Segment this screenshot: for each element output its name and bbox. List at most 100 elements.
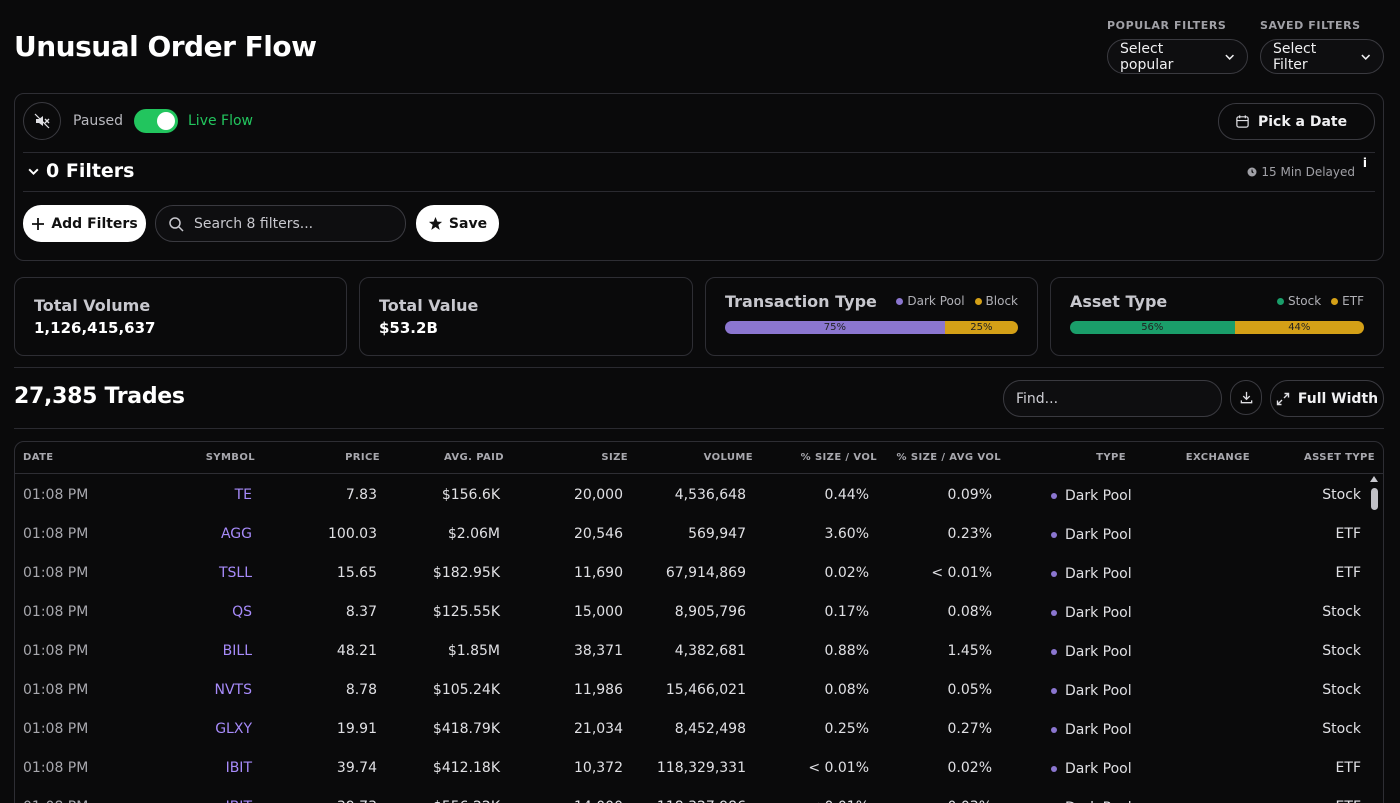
cell-symbol[interactable]: NVTS bbox=[214, 682, 253, 698]
expand-icon bbox=[1276, 392, 1290, 405]
search-icon bbox=[169, 216, 184, 232]
column-header-symbol[interactable]: SYMBOL bbox=[205, 452, 255, 463]
pick-date-button[interactable]: Pick a Date bbox=[1218, 103, 1375, 140]
legend-dot bbox=[896, 297, 904, 305]
live-flow-toggle[interactable] bbox=[134, 109, 178, 133]
filters-toggle[interactable]: 0 Filters bbox=[27, 160, 135, 182]
cell-pct-size-avg-vol: 0.09% bbox=[947, 487, 992, 503]
saved-filters: SAVED FILTERS Select Filter bbox=[1260, 19, 1384, 74]
column-header-pct-size-avg-vol[interactable]: % SIZE / AVG VOL bbox=[896, 452, 1001, 463]
star-icon bbox=[428, 216, 442, 230]
dark-pool-dot bbox=[1051, 649, 1057, 655]
legend-dot bbox=[1276, 297, 1284, 305]
plus-icon bbox=[32, 217, 45, 230]
cell-avg-paid: $412.18K bbox=[432, 760, 500, 776]
column-header-exchange[interactable]: EXCHANGE bbox=[1185, 452, 1250, 463]
download-button[interactable] bbox=[1230, 380, 1262, 415]
table-row[interactable]: 01:08 PM QS 8.37 $125.55K 15,000 8,905,796 0.1… bbox=[15, 592, 1383, 631]
cell-type: Dark Pool bbox=[1051, 488, 1132, 504]
cell-size: 10,372 bbox=[574, 760, 623, 776]
cell-type: Dark Pool bbox=[1051, 605, 1132, 621]
table-row[interactable]: 01:08 PM GLXY 19.91 $418.79K 21,034 8,452,498… bbox=[15, 709, 1383, 748]
column-header-date[interactable]: DATE bbox=[23, 452, 54, 463]
cell-pct-size-avg-vol: 0.08% bbox=[947, 604, 992, 620]
cell-symbol[interactable]: IBIT bbox=[226, 799, 252, 803]
table-row[interactable]: 01:08 PM NVTS 8.78 $105.24K 11,986 15,466,021… bbox=[15, 670, 1383, 709]
bar-segment: 44% bbox=[1234, 321, 1364, 334]
cell-symbol[interactable]: TSLL bbox=[218, 565, 252, 581]
table-row[interactable]: 01:08 PM BILL 48.21 $1.85M 38,371 4,382,681 0.… bbox=[15, 631, 1383, 670]
cell-price: 100.03 bbox=[328, 526, 377, 542]
divider bbox=[23, 152, 1375, 153]
info-icon[interactable]: i bbox=[1362, 156, 1367, 170]
toggle-knob bbox=[157, 112, 175, 130]
scrollbar-thumb[interactable] bbox=[1371, 488, 1378, 510]
column-header-pct-size-vol[interactable]: % SIZE / VOL bbox=[800, 452, 877, 463]
cell-symbol[interactable]: QS bbox=[232, 604, 252, 620]
mute-button[interactable] bbox=[23, 102, 61, 140]
cell-avg-paid: $125.55K bbox=[432, 604, 500, 620]
cell-symbol[interactable]: AGG bbox=[220, 526, 252, 542]
full-width-button[interactable]: Full Width bbox=[1270, 380, 1384, 417]
find-box bbox=[1003, 380, 1222, 417]
filter-search-box bbox=[155, 205, 406, 242]
column-header-avg-paid[interactable]: AVG. PAID bbox=[443, 452, 504, 463]
type-label: Dark Pool bbox=[1065, 800, 1132, 803]
dark-pool-dot bbox=[1051, 571, 1057, 577]
column-header-asset-type[interactable]: ASSET TYPE bbox=[1303, 452, 1375, 463]
scroll-up-arrow[interactable] bbox=[1370, 476, 1378, 482]
cell-pct-size-avg-vol: 0.05% bbox=[947, 682, 992, 698]
legend-label: Block bbox=[985, 294, 1018, 308]
cell-symbol[interactable]: GLXY bbox=[215, 721, 252, 737]
cell-avg-paid: $418.79K bbox=[432, 721, 500, 737]
table-row[interactable]: 01:08 PM AGG 100.03 $2.06M 20,546 569,947 3.60… bbox=[15, 514, 1383, 553]
table-row[interactable]: 01:08 PM IBIT 39.74 $412.18K 10,372 118,329,3… bbox=[15, 748, 1383, 787]
filter-search-input[interactable] bbox=[194, 215, 394, 232]
cell-pct-size-avg-vol: 1.45% bbox=[947, 643, 992, 659]
column-header-type[interactable]: TYPE bbox=[1096, 452, 1126, 463]
table-row[interactable]: 01:08 PM TE 7.83 $156.6K 20,000 4,536,648 0.44… bbox=[15, 475, 1383, 514]
dark-pool-dot bbox=[1051, 727, 1057, 733]
filters-title: 0 Filters bbox=[46, 160, 135, 182]
cell-type: Dark Pool bbox=[1051, 761, 1132, 777]
column-header-volume[interactable]: VOLUME bbox=[703, 452, 753, 463]
asset-type-legend: Stock ETF bbox=[1276, 294, 1364, 308]
find-input[interactable] bbox=[1016, 390, 1206, 407]
column-header-price[interactable]: PRICE bbox=[345, 452, 380, 463]
dark-pool-dot bbox=[1051, 688, 1057, 694]
cell-price: 15.65 bbox=[336, 565, 377, 581]
cell-type: Dark Pool bbox=[1051, 800, 1132, 803]
save-button[interactable]: Save bbox=[416, 205, 499, 242]
cell-date: 01:08 PM bbox=[23, 643, 89, 659]
dark-pool-dot bbox=[1051, 610, 1057, 616]
column-header-size[interactable]: SIZE bbox=[601, 452, 628, 463]
table-row[interactable]: 01:08 PM TSLL 15.65 $182.95K 11,690 67,914,86… bbox=[15, 553, 1383, 592]
cell-pct-size-vol: 0.17% bbox=[824, 604, 869, 620]
saved-filters-dropdown[interactable]: Select Filter bbox=[1260, 39, 1384, 74]
cell-asset-type: Stock bbox=[1322, 487, 1361, 503]
cell-pct-size-vol: < 0.01% bbox=[808, 760, 869, 776]
cell-symbol[interactable]: BILL bbox=[222, 643, 252, 659]
cell-pct-size-vol: 3.60% bbox=[824, 526, 869, 542]
cell-avg-paid: $105.24K bbox=[432, 682, 500, 698]
control-panel: Paused Live Flow Pick a Date 0 Filters 1… bbox=[14, 93, 1384, 261]
cell-asset-type: Stock bbox=[1322, 721, 1361, 737]
paused-label: Paused bbox=[73, 113, 124, 129]
table-row[interactable]: 01:08 PM IBIT 39.73 $556.22K 14,000 118,327,9… bbox=[15, 787, 1383, 803]
cell-size: 11,986 bbox=[574, 682, 623, 698]
cell-symbol[interactable]: IBIT bbox=[225, 760, 252, 776]
transaction-type-bar: 75% 25% bbox=[725, 321, 1018, 334]
cell-volume: 118,329,331 bbox=[656, 760, 746, 776]
cell-avg-paid: $182.95K bbox=[432, 565, 500, 581]
legend-label: Dark Pool bbox=[907, 294, 965, 308]
popular-filters-dropdown[interactable]: Select popular bbox=[1107, 39, 1248, 74]
cell-pct-size-avg-vol: 0.02% bbox=[947, 760, 992, 776]
cell-pct-size-vol: 0.88% bbox=[824, 643, 869, 659]
legend-dot bbox=[1331, 297, 1339, 305]
cell-volume: 4,536,648 bbox=[674, 487, 746, 503]
cell-avg-paid: $1.85M bbox=[447, 643, 500, 659]
cell-pct-size-avg-vol: 0.23% bbox=[947, 526, 992, 542]
add-filters-button[interactable]: Add Filters bbox=[23, 205, 146, 242]
cell-size: 14,000 bbox=[574, 799, 623, 803]
cell-symbol[interactable]: TE bbox=[234, 487, 252, 503]
